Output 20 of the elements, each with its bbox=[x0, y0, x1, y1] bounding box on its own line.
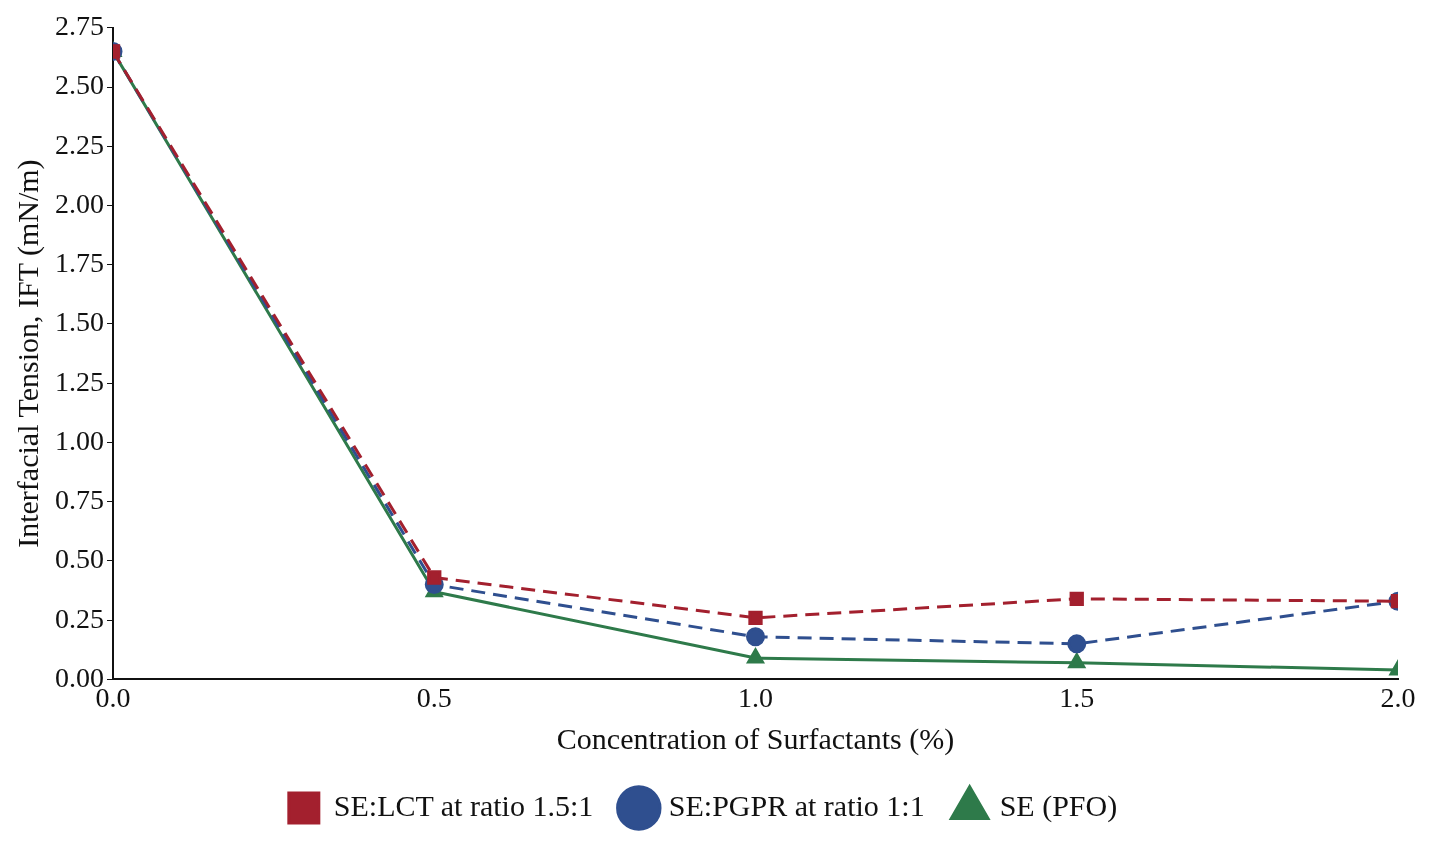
y-tick-label: 1.75 bbox=[55, 247, 104, 279]
y-tick-label: 1.25 bbox=[55, 365, 104, 397]
y-tick-label: 2.50 bbox=[55, 69, 104, 101]
y-tick-label: 1.50 bbox=[55, 306, 104, 338]
y-tick-label: 2.75 bbox=[55, 10, 104, 42]
y-tick-label: 0.75 bbox=[55, 484, 104, 516]
x-tick-label: 0.5 bbox=[416, 681, 452, 713]
legend-label: SE (PFO) bbox=[999, 788, 1118, 823]
y-axis-title: Interfacial Tension, IFT (mN/m) bbox=[10, 159, 45, 548]
y-tick-label: 0.50 bbox=[55, 543, 104, 575]
y-tick-label: 2.25 bbox=[55, 128, 104, 160]
y-tick-label: 1.00 bbox=[55, 424, 104, 456]
x-axis-title: Concentration of Surfactants (%) bbox=[556, 721, 955, 756]
legend-label: SE:LCT at ratio 1.5:1 bbox=[333, 788, 594, 822]
x-tick-label: 1.0 bbox=[738, 681, 773, 713]
x-tick-label: 2.0 bbox=[1380, 681, 1416, 713]
legend-label: SE:PGPR at ratio 1:1 bbox=[668, 788, 925, 822]
y-tick-label: 2.00 bbox=[55, 187, 104, 219]
x-tick-label: 1.5 bbox=[1059, 681, 1095, 713]
y-tick-label: 0.25 bbox=[55, 602, 104, 634]
